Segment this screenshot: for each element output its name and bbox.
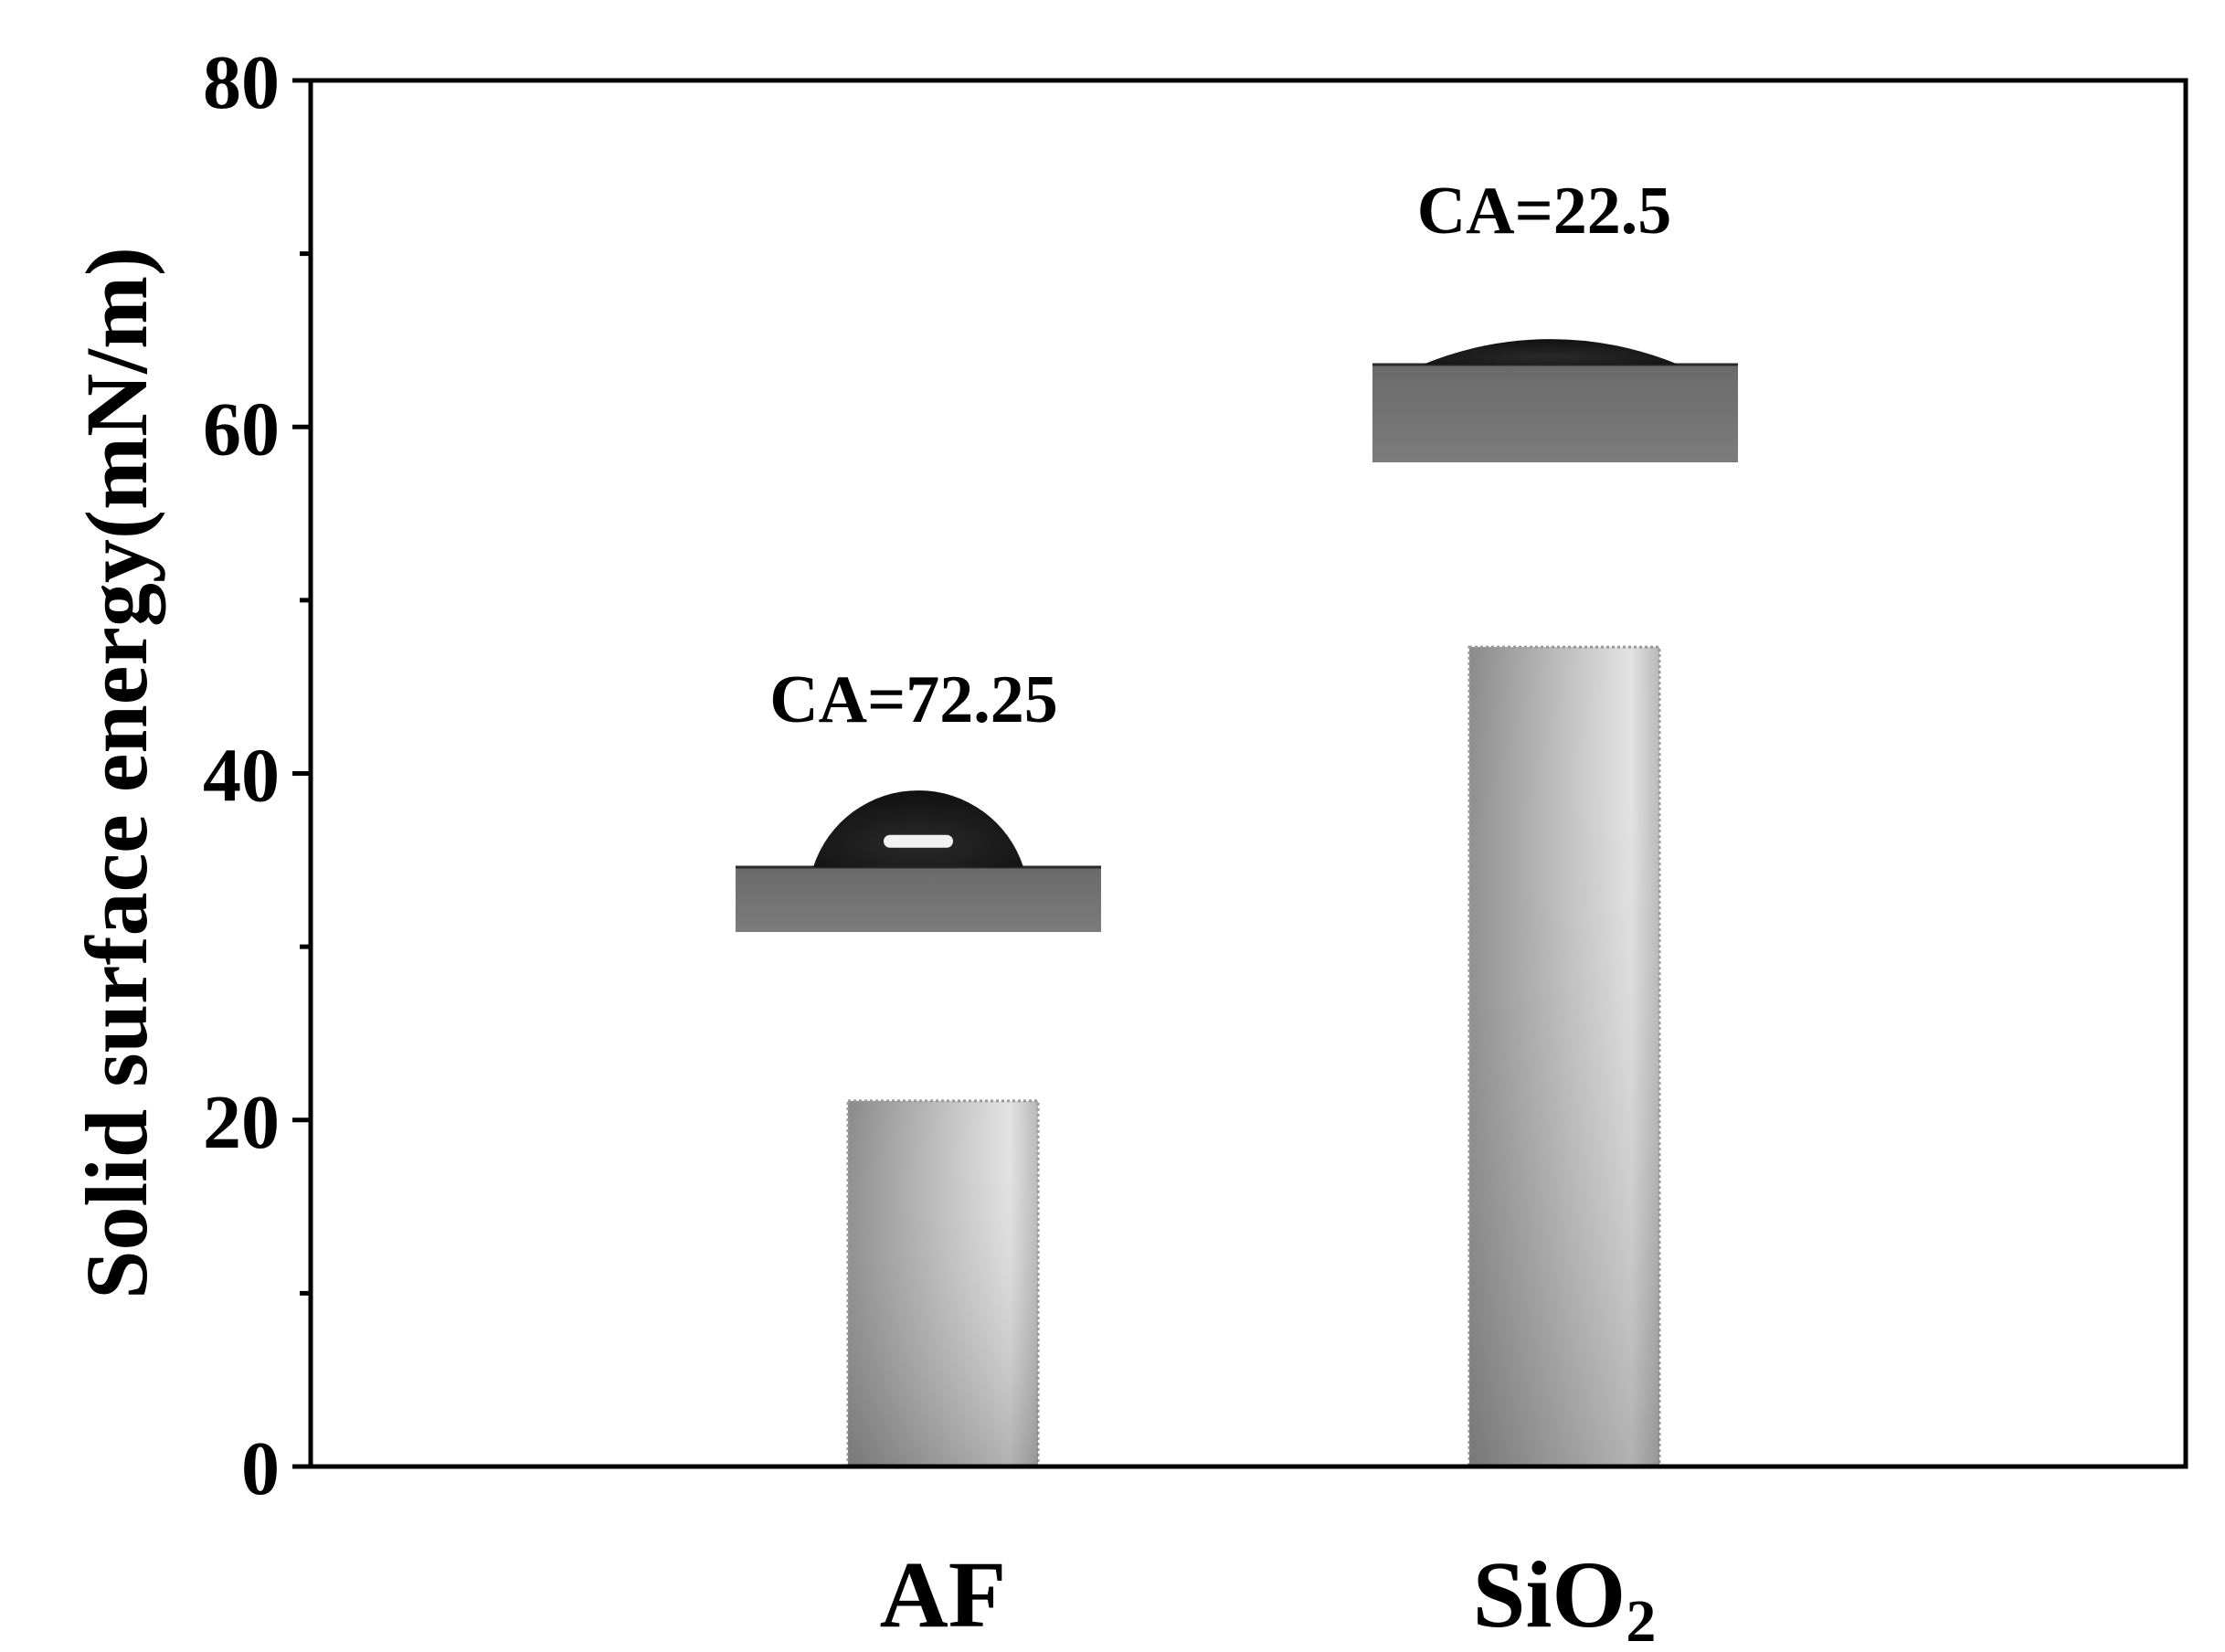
y-tick-label: 20 bbox=[203, 1080, 280, 1165]
x-tick-label: SiO2 bbox=[1473, 1542, 1657, 1647]
ca-annotation: CA=72.25 bbox=[769, 662, 1058, 737]
substrate bbox=[1372, 364, 1738, 462]
y-axis: 0 20 40 60 80 bbox=[203, 40, 311, 1511]
bar-group bbox=[846, 1099, 1040, 1468]
droplet-photo bbox=[1372, 339, 1738, 462]
y-tick-label: 80 bbox=[203, 40, 280, 125]
ca-annotation: CA=22.5 bbox=[1417, 174, 1672, 249]
droplet bbox=[813, 790, 1023, 867]
substrate bbox=[736, 866, 1101, 932]
y-tick-label: 0 bbox=[241, 1426, 280, 1511]
y-tick-label: 60 bbox=[203, 387, 280, 471]
y-axis-label: Solid surface energy(mN/m) bbox=[68, 247, 165, 1299]
droplet bbox=[1423, 339, 1679, 365]
droplet-highlight bbox=[884, 834, 953, 848]
bar-shading bbox=[848, 1100, 1038, 1467]
x-axis: AF SiO2 bbox=[880, 1542, 1657, 1652]
x-tick-label: AF bbox=[880, 1542, 1007, 1647]
bar-shading bbox=[1469, 647, 1659, 1467]
y-tick-label: 40 bbox=[203, 734, 280, 819]
bar-group bbox=[1467, 645, 1661, 1468]
plot-frame bbox=[308, 78, 2188, 1469]
plot-layer: CA=72.25 CA=22.5 bbox=[736, 174, 1738, 1468]
droplet-photo bbox=[736, 790, 1101, 932]
